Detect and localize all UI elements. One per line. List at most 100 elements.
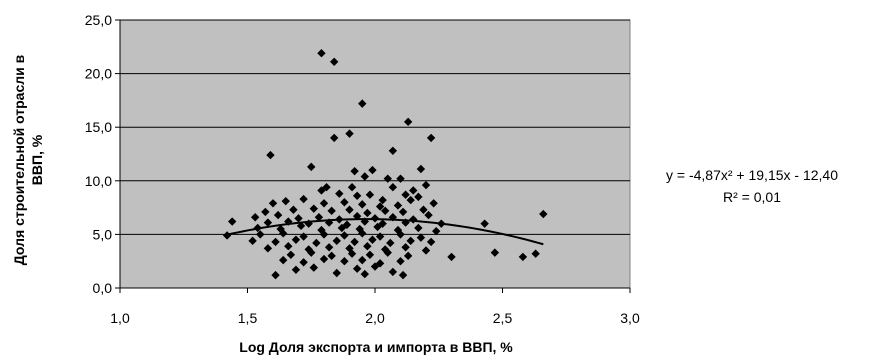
y-tick-label-2: 10,0: [85, 173, 112, 189]
data-point-26: [401, 190, 410, 199]
data-point-7: [266, 150, 275, 160]
data-point-97: [406, 236, 415, 246]
data-point-123: [358, 255, 367, 265]
data-point-49: [294, 214, 303, 223]
data-point-2: [358, 99, 367, 108]
data-points: [222, 49, 548, 280]
data-point-133: [291, 265, 301, 274]
data-point-86: [375, 232, 385, 241]
data-point-25: [378, 195, 387, 205]
data-point-128: [332, 268, 341, 278]
y-tick-label-3: 15,0: [85, 119, 112, 135]
y-axis-title-group: Доля строительной отрасли в ВВП, %: [11, 54, 45, 265]
data-point-36: [429, 199, 438, 208]
x-tick-label-1: 1,5: [238, 310, 258, 326]
data-point-11: [368, 165, 377, 175]
data-point-118: [531, 249, 540, 258]
data-point-117: [518, 252, 528, 262]
trendline-r2: R² = 0,01: [723, 189, 781, 205]
data-point-27: [414, 192, 423, 202]
data-point-58: [263, 218, 273, 227]
trendline: [226, 218, 544, 246]
data-point-81: [279, 229, 288, 238]
data-point-122: [340, 257, 349, 266]
data-point-110: [307, 248, 316, 257]
x-tick-label-0: 1,0: [110, 310, 130, 326]
data-point-77: [414, 223, 423, 233]
data-point-45: [398, 207, 408, 217]
data-point-84: [340, 231, 349, 240]
data-point-5: [330, 133, 339, 143]
data-point-6: [426, 133, 436, 143]
data-point-109: [286, 250, 296, 259]
data-point-95: [368, 235, 377, 244]
data-point-23: [352, 191, 362, 201]
data-point-15: [396, 174, 405, 183]
data-point-42: [345, 205, 354, 214]
data-point-73: [337, 223, 347, 233]
data-point-13: [360, 172, 369, 181]
data-point-32: [358, 200, 367, 209]
y-axis-title-line1: Доля строительной отрасли в: [11, 54, 27, 265]
data-point-106: [401, 243, 410, 252]
data-point-12: [416, 164, 426, 174]
data-point-40: [309, 204, 318, 213]
data-point-83: [319, 230, 329, 239]
data-point-92: [312, 238, 321, 248]
x-tick-label-2: 2,0: [365, 310, 385, 326]
data-point-131: [388, 267, 398, 277]
data-point-104: [363, 241, 372, 251]
plot-background: [119, 19, 631, 289]
data-point-10: [350, 166, 359, 176]
data-point-96: [386, 238, 395, 248]
data-point-3: [403, 117, 413, 127]
data-point-129: [352, 264, 362, 273]
data-point-46: [419, 205, 428, 214]
x-axis-title: Log Доля экспорта и импорта в ВВП, %: [239, 339, 513, 355]
data-point-48: [273, 210, 283, 220]
data-point-35: [406, 195, 415, 205]
data-point-134: [360, 269, 369, 279]
data-point-34: [393, 201, 403, 210]
data-point-78: [432, 226, 441, 236]
data-point-88: [416, 233, 426, 242]
data-point-130: [370, 262, 380, 271]
data-point-103: [345, 244, 354, 253]
data-point-43: [363, 208, 372, 218]
data-point-87: [396, 230, 405, 239]
data-point-75: [373, 222, 382, 232]
data-point-0: [317, 49, 326, 58]
data-point-39: [289, 205, 298, 214]
data-point-85: [358, 229, 367, 238]
y-tick-label-0: 0,0: [93, 280, 113, 296]
data-point-18: [322, 183, 331, 192]
y-axis-title-line2: ВВП, %: [29, 134, 45, 185]
data-point-121: [319, 254, 329, 264]
data-point-108: [490, 248, 500, 257]
data-point-1: [330, 57, 339, 67]
data-point-89: [248, 236, 257, 246]
data-point-30: [319, 199, 329, 208]
data-point-98: [426, 237, 436, 247]
y-tick-label-5: 25,0: [85, 12, 112, 28]
data-point-22: [335, 189, 344, 198]
data-point-44: [381, 206, 390, 216]
x-tick-label-3: 2,5: [493, 310, 513, 326]
data-point-99: [263, 244, 273, 253]
data-point-112: [347, 249, 357, 258]
data-point-127: [309, 263, 318, 272]
data-point-67: [480, 219, 489, 228]
data-point-100: [284, 241, 293, 251]
data-point-16: [347, 183, 357, 192]
data-point-119: [279, 255, 288, 265]
data-point-33: [375, 202, 385, 211]
data-point-114: [383, 248, 392, 257]
data-point-20: [409, 186, 418, 195]
x-tick-label-4: 3,0: [620, 310, 640, 326]
data-point-38: [261, 207, 270, 217]
data-point-107: [421, 246, 431, 255]
data-point-57: [228, 217, 237, 226]
data-point-90: [271, 237, 280, 247]
data-point-41: [327, 206, 336, 216]
